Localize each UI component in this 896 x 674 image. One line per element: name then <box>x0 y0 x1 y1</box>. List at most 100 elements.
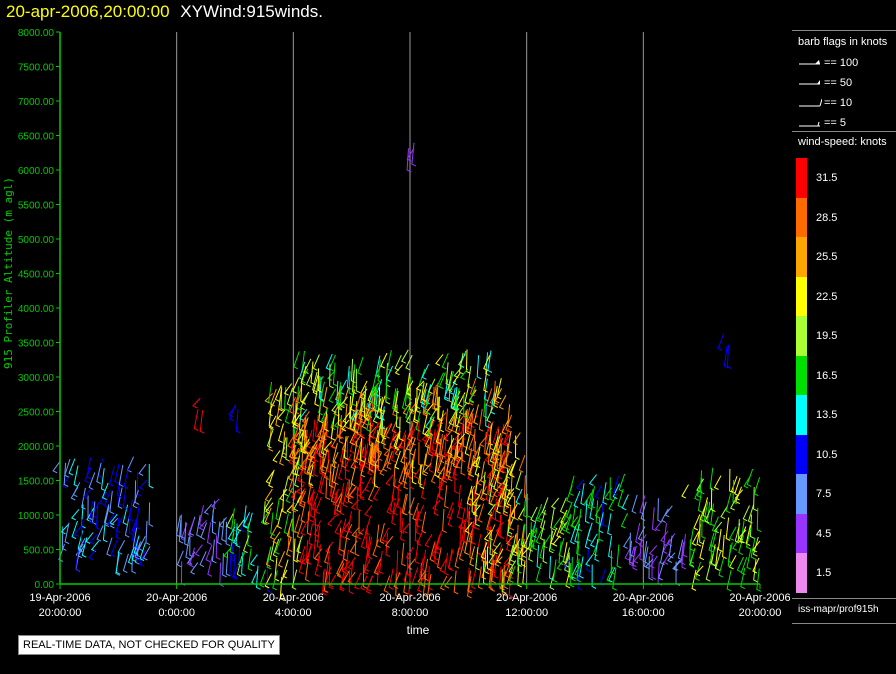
wind-barb <box>345 523 353 541</box>
colorbar-swatch <box>796 553 807 593</box>
x-tick-label: 19-Apr-2006 <box>29 592 90 604</box>
wind-barb <box>697 490 703 513</box>
wind-barb <box>708 548 716 566</box>
wind-barb <box>735 486 742 505</box>
wind-barb <box>367 422 374 444</box>
wind-barb <box>729 468 734 494</box>
wind-barb <box>229 553 235 578</box>
wind-barb <box>691 531 700 546</box>
wind-barb <box>366 575 374 592</box>
wind-barb <box>469 546 475 567</box>
wind-barb <box>135 506 141 530</box>
wind-barb <box>316 375 324 392</box>
wind-barb <box>474 473 480 496</box>
wind-barb <box>299 545 306 565</box>
wind-barb <box>458 352 464 375</box>
wind-barb <box>196 515 201 538</box>
wind-barb <box>457 392 466 408</box>
wind-barb <box>337 399 346 411</box>
wind-barb <box>266 547 272 570</box>
wind-barb <box>454 547 460 569</box>
wind-barb <box>288 451 297 465</box>
wind-barb <box>421 511 427 534</box>
colorbar-swatch <box>796 316 807 356</box>
wind-barb <box>318 431 327 448</box>
wind-barb <box>467 463 475 481</box>
colorbar-label: 16.5 <box>816 369 838 382</box>
x-tick-label: 20:00:00 <box>739 607 782 619</box>
wind-barb <box>386 499 394 515</box>
wind-barb <box>211 539 217 564</box>
y-tick-label: 6500.00 <box>18 132 55 143</box>
wind-barb <box>300 520 308 536</box>
wind-barb <box>319 381 325 403</box>
wind-barb <box>420 382 426 405</box>
wind-barb <box>485 352 490 377</box>
wind-barb <box>380 406 386 430</box>
wind-barb <box>312 354 320 371</box>
wind-barb <box>585 554 594 567</box>
wind-barb <box>459 526 465 551</box>
wind-barb <box>325 475 331 501</box>
y-tick-label: 3000.00 <box>18 373 55 384</box>
wind-barb <box>507 430 513 454</box>
title-date: 20-apr-2006,20:00:00 <box>6 2 170 21</box>
wind-barb <box>266 430 274 449</box>
wind-barb <box>483 529 493 542</box>
wind-barb <box>598 517 604 542</box>
wind-barb <box>225 552 231 577</box>
wind-barb <box>233 554 239 579</box>
wind-barb <box>109 517 119 529</box>
wind-barb <box>717 333 725 351</box>
wind-barb <box>589 498 595 521</box>
wind-barb <box>283 387 289 412</box>
wind-barb <box>610 550 616 575</box>
wind-barb <box>576 532 581 556</box>
wind-barb <box>291 490 297 513</box>
wind-barb <box>478 408 484 432</box>
wind-barb <box>418 442 424 467</box>
wind-barb <box>471 568 477 590</box>
wind-barb <box>330 417 336 441</box>
wind-barb <box>348 485 357 498</box>
wind-barb <box>415 503 421 528</box>
wind-barb <box>235 523 241 548</box>
wind-barb <box>453 367 462 379</box>
wind-barb <box>409 437 416 456</box>
wind-barb <box>334 519 342 535</box>
wind-barb <box>571 505 577 529</box>
colorbar-label: 28.5 <box>816 211 838 224</box>
wind-barb <box>348 569 354 595</box>
wind-barb <box>305 545 312 565</box>
wind-barb <box>739 526 747 544</box>
wind-barb <box>368 393 375 412</box>
wind-barb <box>423 558 429 582</box>
wind-barb <box>374 383 380 407</box>
wind-barb <box>412 502 419 521</box>
wind-barb <box>530 506 538 523</box>
wind-barb <box>510 473 516 498</box>
wind-barb <box>382 453 389 472</box>
wind-barb <box>350 456 359 470</box>
colorbar-label: 1.5 <box>816 567 832 579</box>
wind-barb <box>272 531 281 545</box>
wind-barb <box>303 358 312 374</box>
wind-barb <box>324 408 330 432</box>
barb-5-icon <box>799 121 820 127</box>
y-tick-label: 5500.00 <box>18 201 55 212</box>
wind-barb <box>193 409 199 431</box>
wind-barb <box>454 404 460 428</box>
wind-barb <box>385 375 391 400</box>
wind-barb <box>422 392 428 417</box>
wind-barb <box>91 501 97 525</box>
wind-barb <box>586 548 592 573</box>
wind-barb <box>429 541 436 562</box>
y-tick-label: 7500.00 <box>18 63 55 74</box>
colorbar-swatch <box>796 355 807 396</box>
x-tick-label: 12:00:00 <box>505 607 548 619</box>
wind-barb <box>503 428 510 447</box>
wind-barb <box>706 502 712 526</box>
colorbar-swatch <box>796 276 807 317</box>
wind-barb <box>682 534 688 558</box>
wind-barb <box>61 475 70 489</box>
